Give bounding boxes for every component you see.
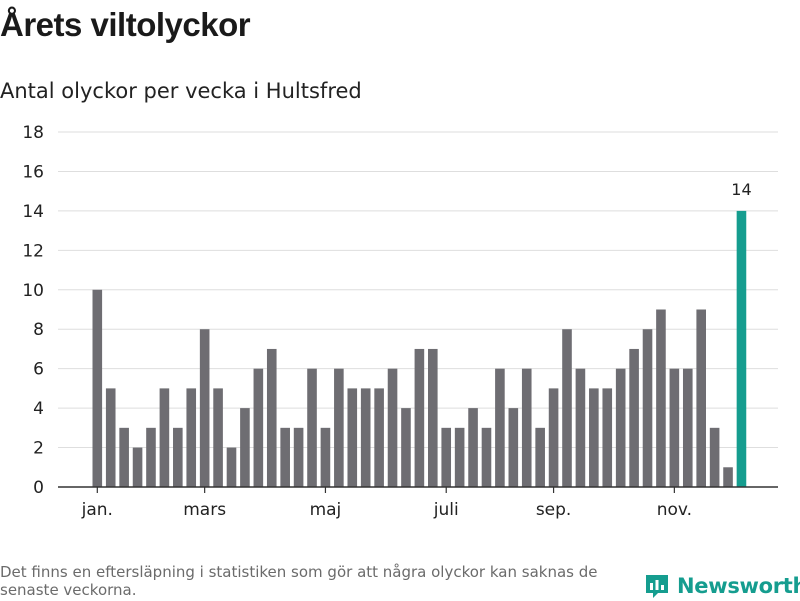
bar bbox=[293, 427, 304, 487]
bar bbox=[562, 329, 572, 487]
bars bbox=[92, 210, 747, 487]
y-tick-label: 16 bbox=[22, 162, 44, 182]
bar bbox=[347, 388, 358, 487]
bar bbox=[535, 427, 545, 487]
y-tick-label: 12 bbox=[22, 241, 44, 261]
bar bbox=[575, 368, 586, 487]
bar bbox=[481, 427, 492, 487]
bar bbox=[602, 388, 613, 487]
bar bbox=[92, 289, 103, 487]
bar bbox=[589, 388, 599, 487]
bar bbox=[414, 348, 425, 487]
bar bbox=[508, 408, 519, 487]
bar bbox=[213, 388, 223, 487]
bar bbox=[709, 427, 720, 487]
x-tick-label: juli bbox=[433, 500, 459, 520]
y-axis-ticks: 0 2 4 6 8 10 12 14 16 18 bbox=[22, 123, 44, 498]
y-tick-label: 4 bbox=[33, 399, 44, 419]
bar bbox=[387, 368, 398, 487]
bar bbox=[468, 408, 478, 487]
data-label: 14 bbox=[731, 180, 751, 199]
bar bbox=[428, 348, 438, 487]
bar bbox=[253, 368, 264, 487]
bar bbox=[173, 427, 183, 487]
bar bbox=[454, 427, 465, 487]
x-tick-label: sep. bbox=[536, 500, 572, 520]
x-tick-label: maj bbox=[310, 500, 342, 520]
chart-title: Årets viltolyckor bbox=[0, 6, 251, 43]
bar bbox=[199, 329, 210, 487]
bar bbox=[280, 427, 290, 487]
x-axis-ticks: jan. mars maj juli sep. nov. bbox=[81, 487, 692, 520]
bar bbox=[669, 368, 680, 487]
bar bbox=[521, 368, 532, 487]
x-tick-label: mars bbox=[183, 500, 226, 520]
y-tick-label: 6 bbox=[33, 360, 44, 380]
bar bbox=[320, 427, 331, 487]
bar bbox=[146, 427, 156, 487]
bar-highlight bbox=[736, 210, 747, 487]
y-tick-label: 14 bbox=[22, 202, 44, 222]
bar bbox=[629, 348, 639, 487]
bar bbox=[401, 408, 411, 487]
bar bbox=[105, 388, 116, 487]
x-tick-label: jan. bbox=[81, 500, 113, 520]
y-tick-label: 18 bbox=[22, 123, 44, 143]
bar bbox=[642, 329, 653, 487]
y-tick-label: 2 bbox=[33, 439, 44, 459]
bar bbox=[307, 368, 317, 487]
bar bbox=[548, 388, 559, 487]
bar bbox=[186, 388, 197, 487]
bar bbox=[159, 388, 170, 487]
chart-subtitle: Antal olyckor per vecka i Hultsfred bbox=[0, 79, 362, 103]
bar bbox=[374, 388, 384, 487]
bar bbox=[334, 368, 344, 487]
bar bbox=[615, 368, 626, 487]
bar bbox=[119, 427, 129, 487]
bar bbox=[226, 447, 237, 487]
y-tick-label: 8 bbox=[33, 320, 44, 340]
footnote: Det finns en eftersläpning i statistiken… bbox=[0, 563, 598, 599]
y-tick-label: 10 bbox=[22, 281, 44, 301]
bar bbox=[495, 368, 505, 487]
bar bbox=[656, 309, 666, 487]
bar bbox=[682, 368, 693, 487]
bar bbox=[441, 427, 452, 487]
brand-name: Newsworthy bbox=[677, 574, 800, 598]
bar bbox=[696, 309, 706, 487]
bar bbox=[723, 467, 733, 487]
newsworthy-logo: Newsworthy bbox=[644, 571, 800, 601]
x-tick-label: nov. bbox=[657, 500, 692, 520]
bar bbox=[240, 408, 250, 487]
y-tick-label: 0 bbox=[33, 478, 44, 498]
bar bbox=[360, 388, 371, 487]
data-labels: 14 bbox=[731, 180, 751, 199]
bar bbox=[132, 447, 143, 487]
bar bbox=[266, 348, 277, 487]
bar-chart-logo-icon bbox=[646, 575, 668, 598]
